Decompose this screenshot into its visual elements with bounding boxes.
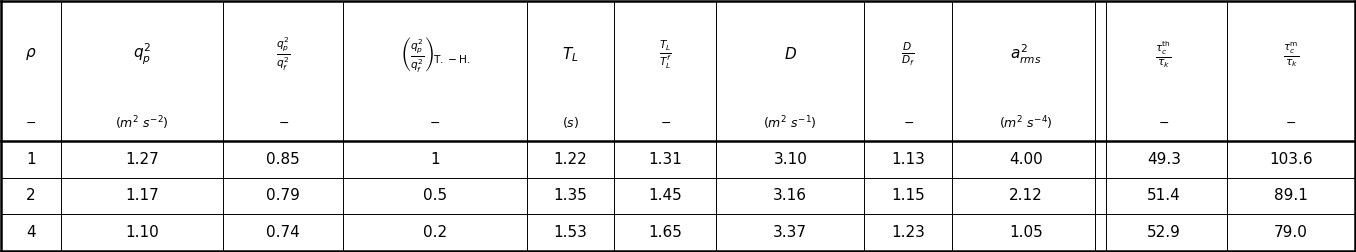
Text: $q_p^2$: $q_p^2$ (133, 42, 151, 67)
Text: 1.45: 1.45 (648, 188, 682, 203)
Text: 1: 1 (430, 152, 439, 167)
Text: $\frac{T_L}{T_L^f}$: $\frac{T_L}{T_L^f}$ (659, 38, 671, 71)
Text: $-$: $-$ (430, 116, 441, 129)
Text: 1: 1 (26, 152, 35, 167)
Text: 79.0: 79.0 (1275, 225, 1309, 240)
Text: 1.13: 1.13 (891, 152, 925, 167)
Text: $-$: $-$ (660, 116, 671, 129)
Text: $(m^2\ s^{-4})$: $(m^2\ s^{-4})$ (999, 114, 1054, 132)
Text: 0.79: 0.79 (266, 188, 300, 203)
Text: 2.12: 2.12 (1009, 188, 1043, 203)
Text: $\left(\frac{q_p^2}{q_f^2}\right)_{\!\mathrm{T.-H.}}$: $\left(\frac{q_p^2}{q_f^2}\right)_{\!\ma… (400, 35, 471, 74)
Text: 49.3: 49.3 (1147, 152, 1181, 167)
Text: $-$: $-$ (278, 116, 289, 129)
Text: $T_L$: $T_L$ (563, 45, 579, 64)
Text: 0.5: 0.5 (423, 188, 447, 203)
Text: $a_{rms}^2$: $a_{rms}^2$ (1010, 43, 1041, 66)
Text: 1.53: 1.53 (553, 225, 587, 240)
Text: 1.65: 1.65 (648, 225, 682, 240)
Text: 1.35: 1.35 (553, 188, 587, 203)
Text: $\frac{\tau_c^{\mathrm{th}}}{\tau_k}$: $\frac{\tau_c^{\mathrm{th}}}{\tau_k}$ (1155, 39, 1173, 70)
Text: 4.00: 4.00 (1009, 152, 1043, 167)
Text: 1.15: 1.15 (891, 188, 925, 203)
Text: 0.85: 0.85 (266, 152, 300, 167)
Text: 1.31: 1.31 (648, 152, 682, 167)
Text: $(m^2\ s^{-2})$: $(m^2\ s^{-2})$ (115, 114, 168, 132)
Text: 3.16: 3.16 (773, 188, 807, 203)
Text: $-$: $-$ (903, 116, 914, 129)
Text: 103.6: 103.6 (1269, 152, 1313, 167)
Text: $(m^2\ s^{-1})$: $(m^2\ s^{-1})$ (763, 114, 818, 132)
Text: $\rho$: $\rho$ (26, 46, 37, 62)
Text: $\frac{\tau_c^{\mathrm{m}}}{\tau_k}$: $\frac{\tau_c^{\mathrm{m}}}{\tau_k}$ (1283, 40, 1299, 69)
Text: 52.9: 52.9 (1147, 225, 1181, 240)
Text: 1.17: 1.17 (125, 188, 159, 203)
Text: $\frac{q_p^2}{q_f^2}$: $\frac{q_p^2}{q_f^2}$ (277, 36, 290, 73)
Text: 2: 2 (26, 188, 35, 203)
Text: 3.10: 3.10 (773, 152, 807, 167)
Text: $(s)$: $(s)$ (561, 115, 579, 130)
Text: 51.4: 51.4 (1147, 188, 1181, 203)
Text: 1.27: 1.27 (125, 152, 159, 167)
Text: 3.37: 3.37 (773, 225, 807, 240)
Text: 1.05: 1.05 (1009, 225, 1043, 240)
Text: 1.10: 1.10 (125, 225, 159, 240)
Text: 89.1: 89.1 (1275, 188, 1309, 203)
Text: $D$: $D$ (784, 46, 797, 62)
Text: $-$: $-$ (1158, 116, 1169, 129)
Text: $-$: $-$ (1285, 116, 1296, 129)
Text: 1.23: 1.23 (891, 225, 925, 240)
Text: $-$: $-$ (26, 116, 37, 129)
Text: 0.2: 0.2 (423, 225, 447, 240)
Text: 4: 4 (26, 225, 35, 240)
Text: $\frac{D}{D_f}$: $\frac{D}{D_f}$ (902, 41, 915, 68)
Text: 0.74: 0.74 (266, 225, 300, 240)
Text: 1.22: 1.22 (553, 152, 587, 167)
